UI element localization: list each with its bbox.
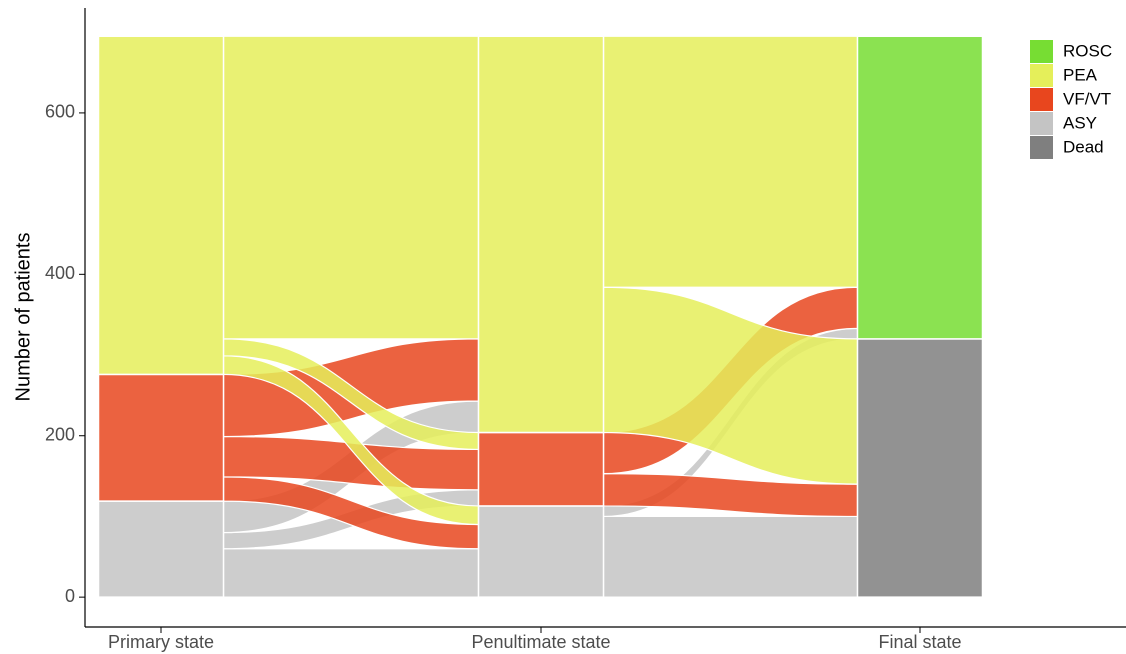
- flow: [222, 35, 480, 340]
- node: [477, 35, 605, 434]
- legend-label: ASY: [1063, 113, 1097, 132]
- node: [477, 505, 605, 598]
- flow: [602, 515, 859, 598]
- legend-label: ROSC: [1063, 41, 1112, 60]
- node: [97, 373, 225, 502]
- legend-swatch: [1030, 40, 1053, 63]
- y-tick-label: 200: [45, 424, 75, 444]
- y-tick-label: 600: [45, 102, 75, 122]
- node: [97, 500, 225, 598]
- legend-swatch: [1030, 88, 1053, 111]
- legend-label: PEA: [1063, 65, 1098, 84]
- y-tick-label: 400: [45, 263, 75, 283]
- legend-swatch: [1030, 112, 1053, 135]
- node: [477, 431, 605, 507]
- flow: [602, 35, 859, 288]
- legend-swatch: [1030, 136, 1053, 159]
- legend-label: VF/VT: [1063, 89, 1111, 108]
- legend-label: Dead: [1063, 137, 1104, 156]
- y-tick-label: 0: [65, 586, 75, 606]
- legend-swatch: [1030, 64, 1053, 87]
- node: [856, 35, 984, 340]
- y-axis-label: Number of patients: [12, 233, 34, 402]
- x-tick-label: Primary state: [108, 632, 214, 652]
- x-tick-label: Final state: [878, 632, 961, 652]
- node: [856, 338, 984, 598]
- node: [97, 35, 225, 376]
- flow: [222, 548, 480, 598]
- x-tick-label: Penultimate state: [471, 632, 610, 652]
